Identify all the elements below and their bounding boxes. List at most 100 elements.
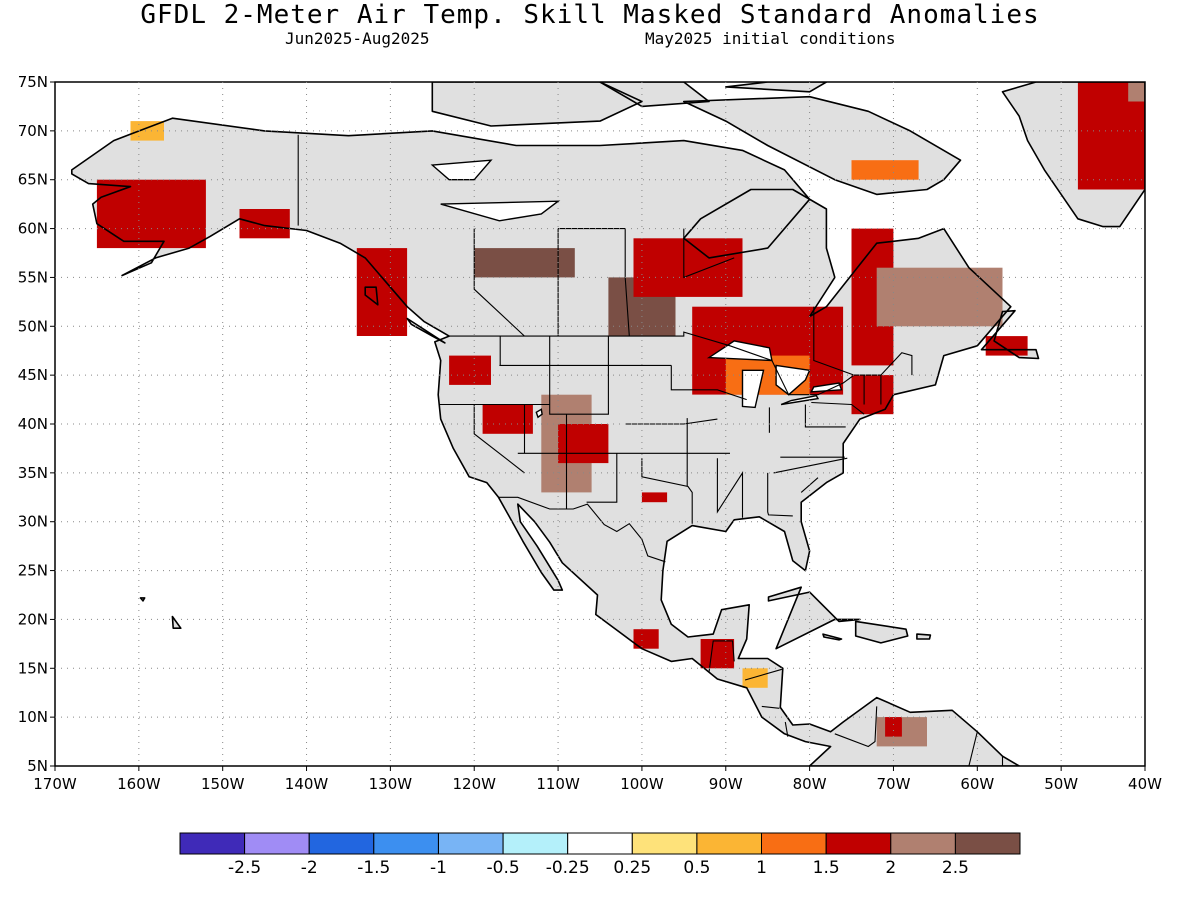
lat-tick-label: 35N [18,464,48,482]
political-border [558,228,630,337]
colorbar-label: -0.5 [487,858,520,878]
coastline [71,117,1021,766]
anomaly-region [742,668,768,688]
anomaly-region [633,238,743,297]
lake [775,364,811,396]
colorbar-label: 2.5 [942,858,969,878]
lat-tick-label: 40N [18,415,48,433]
coastline [980,309,1040,360]
anomaly-region [96,179,206,249]
land-area [855,621,908,643]
colorbar-swatch [502,832,569,855]
coastline [682,95,962,196]
lon-tick-label: 170W [33,775,77,793]
lon-tick-label: 130W [369,775,413,793]
lat-tick-label: 15N [18,659,48,677]
anomaly-region [239,209,290,239]
coastline [916,633,932,640]
latitude-labels: 75N 70N 65N 60N 55N 50N 45N 40N 35N 30N 25N 20N 15N 1… [18,73,48,775]
anomaly-region [885,717,902,737]
anomaly-region [474,248,575,278]
lon-tick-label: 160W [117,775,161,793]
colorbar-label: -0.25 [546,858,590,878]
colorbar-swatch [567,832,633,855]
political-border [784,721,789,737]
lake [780,394,820,406]
colorbar-swatch [631,832,698,855]
coastline [854,620,909,644]
anomaly-region [130,121,164,141]
lat-tick-label: 45N [18,366,48,384]
political-border [834,706,878,748]
lon-tick-label: 140W [285,775,329,793]
political-border [761,705,780,709]
anomaly-region [1128,82,1145,102]
colorbar-label: -2.5 [228,858,261,878]
colorbar-label: -1 [430,858,447,878]
lat-tick-label: 60N [18,220,48,238]
anomaly-region [482,404,533,434]
colorbar-label: 2 [885,858,896,878]
political-border [716,458,744,518]
lake [810,382,843,393]
political-border [473,404,525,474]
lat-tick-label: 10N [18,708,48,726]
land-area [768,587,860,649]
political-border [625,418,718,425]
lat-tick-label: 5N [27,757,48,775]
longitude-labels: 170W 160W 150W 140W 130W 120W 110W 100W 90W 80W 70… [33,775,1162,793]
political-border [641,458,693,524]
anomaly-region [558,424,609,464]
colorbar-label: -1.5 [357,858,390,878]
colorbar-swatch [761,832,827,855]
political-border [773,457,848,474]
coastline [724,82,828,93]
lon-tick-label: 80W [793,775,827,793]
map-title: GFDL 2-Meter Air Temp. Skill Masked Stan… [140,0,1040,30]
political-border [811,401,865,415]
anomaly-region [851,375,894,415]
lat-tick-label: 55N [18,268,48,286]
colorbar-swatch [244,832,310,855]
anomaly-region [876,267,1003,327]
coastline [364,286,379,306]
colorbar-swatch [890,832,956,855]
land-area [600,82,709,107]
political-border [813,306,855,376]
lat-tick-label: 75N [18,73,48,91]
lat-tick-label: 50N [18,317,48,335]
anomaly-region [641,492,668,503]
lake [430,159,493,181]
lake [741,369,765,409]
land-area [432,82,642,126]
political-border [449,331,913,396]
coastline [406,317,446,344]
lon-tick-label: 110W [536,775,580,793]
lon-tick-label: 90W [709,775,743,793]
political-border [744,668,783,681]
colorbar-swatch [825,832,892,855]
colorbar: -2.5 -2 -1.5 -1 -0.5 -0.25 0.25 0.5 1 1.5 2 2.5 [179,832,1021,878]
anomaly-region [851,160,919,180]
lon-tick-label: 40W [1128,775,1162,793]
political-border [968,731,978,766]
lon-tick-label: 70W [877,775,911,793]
gridlines [50,81,1146,771]
lat-tick-label: 30N [18,513,48,531]
lat-tick-label: 65N [18,171,48,189]
anomaly-region [633,629,659,649]
political-border [670,365,747,401]
lat-tick-label: 20N [18,610,48,628]
lake [440,200,561,222]
lat-tick-label: 25N [18,562,48,580]
anomaly-region [356,248,408,336]
coastline [599,82,710,108]
political-border [586,453,618,503]
colorbar-swatch [179,832,246,855]
colorbar-swatch [308,832,375,855]
colorbar-swatch [696,832,763,855]
colorbar-label: 1.5 [813,858,840,878]
lon-tick-label: 150W [201,775,245,793]
lon-tick-label: 100W [620,775,664,793]
